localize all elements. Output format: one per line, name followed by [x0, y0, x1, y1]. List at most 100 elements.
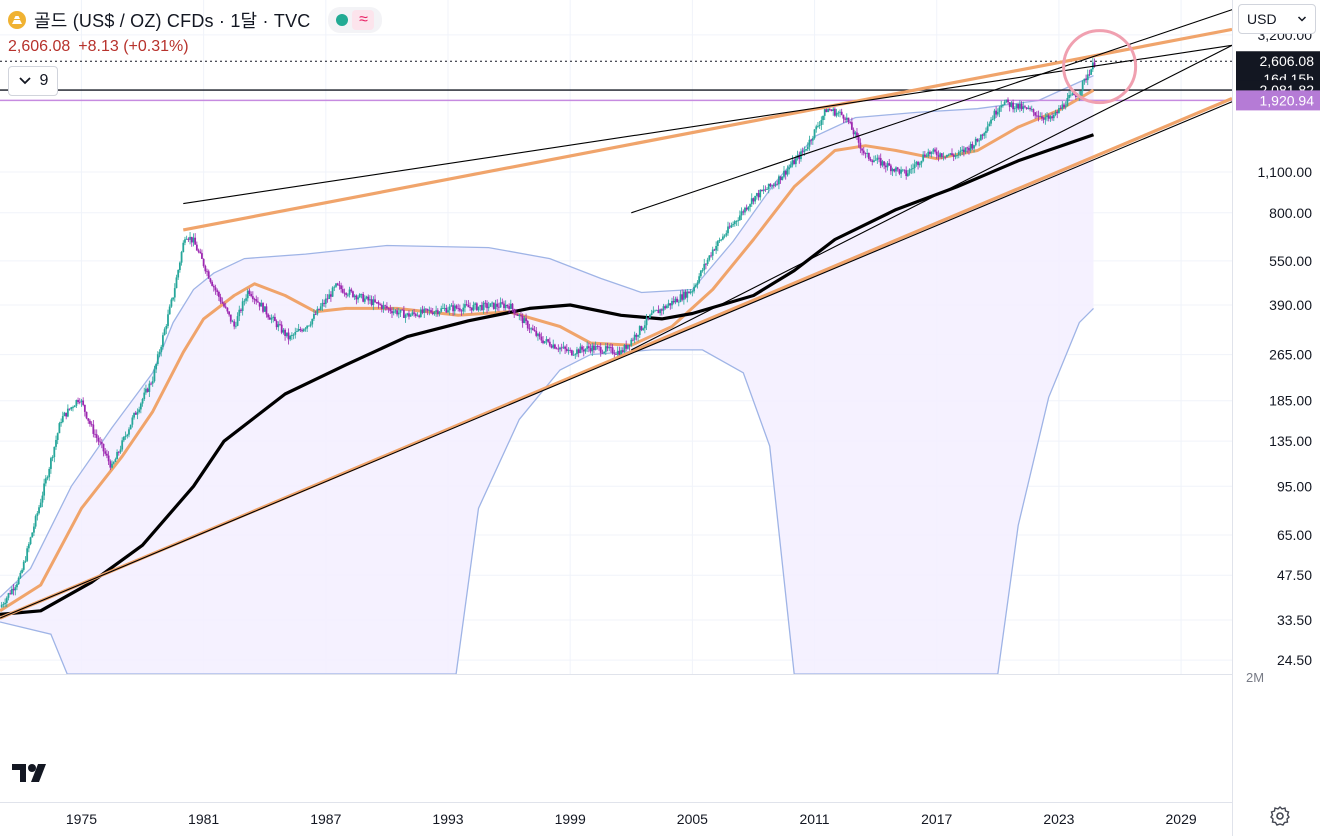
orange-trend-line[interactable] [182, 27, 1232, 232]
candle-body [173, 288, 176, 298]
price-candle [890, 163, 892, 175]
candle-body [226, 307, 229, 312]
currency-select[interactable]: USD [1238, 4, 1316, 34]
gear-icon[interactable] [1268, 804, 1292, 828]
candle-body [484, 302, 487, 304]
candle-body [533, 329, 536, 331]
price-candle [355, 294, 358, 305]
candle-body [1063, 104, 1065, 108]
last-price: 2,606.08 [8, 38, 71, 55]
price-candle [384, 304, 387, 311]
price-candle [218, 290, 220, 301]
price-candle [78, 398, 81, 405]
price-candle [494, 299, 497, 313]
candle-body [737, 220, 740, 222]
candle-body [404, 314, 407, 318]
candle-body [396, 310, 398, 315]
price-candle [492, 302, 495, 310]
candle-body [472, 304, 475, 311]
price-candle [277, 321, 280, 332]
price-candle [389, 304, 392, 314]
price-candle [207, 269, 210, 279]
black-trend-line[interactable] [0, 101, 1232, 619]
market-open-dot-icon [336, 14, 349, 26]
black-trend-line[interactable] [631, 6, 1242, 214]
price-candle [375, 301, 378, 304]
price-candle [280, 321, 283, 335]
candle-body [352, 291, 354, 297]
price-candle [669, 303, 672, 310]
candle-body [146, 388, 149, 392]
price-candle [119, 445, 122, 454]
price-candle [981, 133, 984, 140]
candle-body [732, 224, 734, 226]
price-candle [311, 318, 314, 328]
price-candle [554, 343, 556, 350]
candle-body [1044, 117, 1047, 120]
time-axis[interactable]: 1975 1981 1987 1993 1999 2005 2011 2017 2023 2029 [66, 811, 1197, 827]
candle-body [817, 125, 819, 127]
price-candle [197, 248, 200, 254]
price-candle [706, 257, 709, 266]
candle-body [808, 139, 811, 147]
candle-body [21, 569, 23, 573]
candle-body [747, 206, 750, 210]
candle-body [506, 304, 509, 307]
price-candle [521, 313, 524, 328]
status-pill[interactable]: ≈ [328, 7, 383, 33]
price-candle [460, 309, 463, 316]
price-candle [29, 536, 32, 546]
price-candle [185, 235, 188, 240]
price-candle [599, 342, 602, 357]
price-candle [48, 466, 51, 481]
chevron-down-icon [1297, 16, 1307, 22]
candle-body [89, 420, 91, 424]
price-candle [969, 141, 972, 153]
candle-body [676, 298, 678, 303]
candle-body [333, 286, 336, 288]
candle-body [492, 302, 495, 309]
candle-body [508, 306, 510, 309]
candle-body [136, 412, 139, 415]
price-axis[interactable]: 3,200.001,100.00800.00550.00390.00265.00… [1258, 27, 1313, 668]
candle-body [720, 239, 723, 241]
symbol-header[interactable]: 골드 (US$ / OZ) CFDs · 1달 · TVC ≈ [8, 7, 383, 33]
candle-body [550, 345, 553, 348]
symbol-title[interactable]: 골드 (US$ / OZ) CFDs · 1달 · TVC [34, 11, 311, 31]
price-candle [428, 306, 431, 316]
candle-body [806, 146, 809, 150]
candle-body [12, 588, 15, 591]
candle-body [951, 153, 953, 156]
time-tick-label: 2017 [921, 811, 952, 827]
candle-body [988, 123, 991, 127]
price-candle [421, 305, 424, 315]
price-candle [559, 346, 561, 355]
price-candle [630, 337, 633, 347]
tradingview-logo-icon[interactable] [12, 760, 54, 791]
price-candle [472, 301, 475, 312]
price-candle [540, 332, 543, 344]
candle-body [145, 388, 147, 393]
price-candle [139, 402, 142, 414]
candle-body [769, 183, 772, 187]
price-candle [611, 344, 614, 355]
price-candle [464, 299, 466, 313]
price-candle [438, 310, 441, 317]
candle-body [445, 307, 448, 313]
price-candle [92, 420, 95, 438]
candle-body [1010, 102, 1013, 107]
candle-body [786, 169, 789, 175]
indicators-toggle-button[interactable]: 9 [8, 66, 58, 96]
candle-body [358, 294, 361, 298]
price-candle [1069, 90, 1072, 98]
chevron-down-icon [18, 77, 31, 85]
price-candle [396, 307, 398, 317]
candle-body [1037, 115, 1040, 117]
black-trend-line[interactable] [631, 44, 1232, 351]
price-candle [752, 197, 755, 205]
price-candle [333, 285, 336, 292]
approx-data-icon[interactable]: ≈ [352, 10, 375, 30]
black-trend-line[interactable] [183, 44, 1232, 205]
candle-body [810, 139, 813, 141]
